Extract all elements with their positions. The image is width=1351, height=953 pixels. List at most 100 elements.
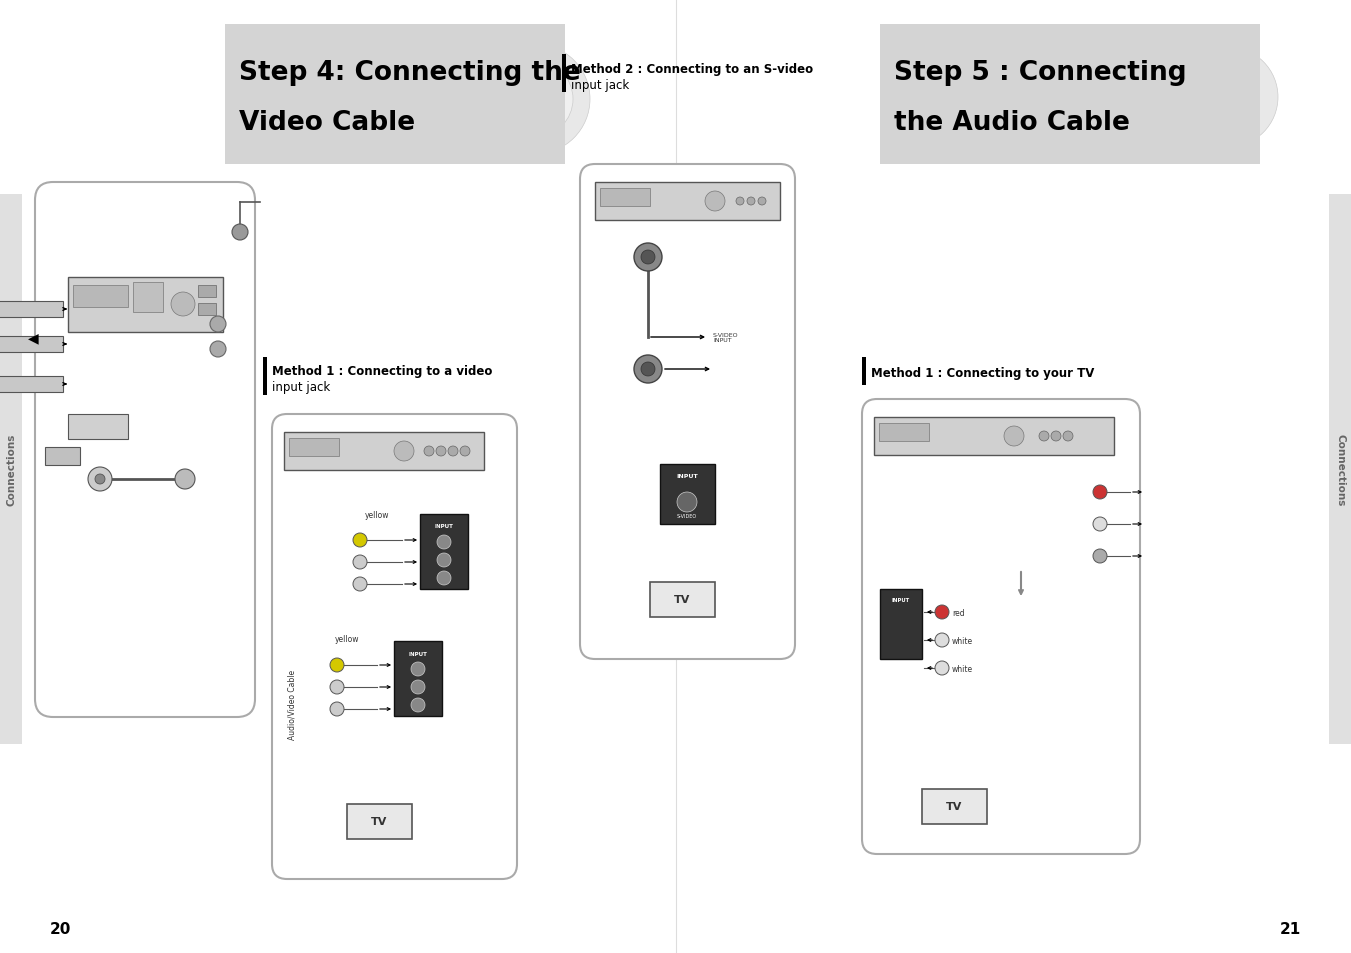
Bar (199, 304, 216, 315)
Bar (650, 582, 715, 618)
Circle shape (935, 605, 948, 619)
Circle shape (1198, 68, 1258, 128)
Bar (132, 283, 163, 313)
Circle shape (209, 341, 226, 357)
Text: Method 2 : Connecting to an S-video: Method 2 : Connecting to an S-video (571, 63, 813, 75)
Bar (661, 464, 715, 524)
FancyBboxPatch shape (862, 399, 1140, 854)
Circle shape (634, 244, 662, 272)
Circle shape (330, 680, 345, 695)
Circle shape (1178, 48, 1278, 148)
Circle shape (747, 198, 755, 206)
Bar (263, 357, 267, 395)
Circle shape (411, 699, 426, 712)
Circle shape (640, 251, 655, 265)
Circle shape (520, 85, 550, 115)
Text: white: white (952, 664, 973, 673)
Text: ◀: ◀ (27, 331, 38, 345)
Circle shape (330, 659, 345, 672)
FancyBboxPatch shape (35, 183, 255, 718)
Bar (880, 25, 1240, 165)
Circle shape (232, 225, 249, 241)
Text: Connections: Connections (5, 434, 16, 506)
Bar (394, 641, 442, 717)
Circle shape (634, 355, 662, 384)
Circle shape (353, 534, 367, 547)
Text: Connections: Connections (1335, 434, 1346, 506)
Text: Step 5 : Connecting: Step 5 : Connecting (894, 60, 1186, 86)
Text: INPUT: INPUT (408, 651, 427, 656)
Circle shape (935, 661, 948, 676)
Bar (862, 357, 866, 386)
Circle shape (1051, 432, 1061, 441)
Circle shape (677, 493, 697, 513)
Bar (880, 589, 921, 659)
Text: Step 4: Connecting the: Step 4: Connecting the (239, 60, 581, 86)
Circle shape (1093, 517, 1106, 532)
Circle shape (449, 447, 458, 456)
Circle shape (640, 363, 655, 376)
Bar (289, 438, 339, 456)
Bar (600, 189, 650, 207)
Circle shape (935, 634, 948, 647)
Text: input jack: input jack (272, 381, 330, 395)
Text: input jack: input jack (571, 78, 630, 91)
Circle shape (1093, 485, 1106, 499)
Text: 21: 21 (1279, 922, 1301, 937)
Text: S-VIDEO: S-VIDEO (677, 514, 697, 519)
Circle shape (1216, 86, 1240, 110)
Text: Audio/Video Cable: Audio/Video Cable (288, 669, 296, 740)
Bar (594, 183, 780, 221)
Bar (199, 286, 216, 297)
Bar (0, 194, 22, 744)
Circle shape (1039, 432, 1048, 441)
Bar (880, 25, 1260, 165)
Circle shape (705, 192, 725, 212)
Bar (1329, 194, 1351, 744)
Circle shape (480, 45, 590, 154)
Text: white: white (952, 636, 973, 645)
Circle shape (436, 447, 446, 456)
Bar (874, 417, 1115, 456)
Text: red: red (952, 608, 965, 617)
Bar (0, 336, 63, 353)
Bar (0, 302, 63, 317)
Circle shape (459, 447, 470, 456)
Bar (880, 423, 929, 441)
Circle shape (436, 572, 451, 585)
Circle shape (411, 662, 426, 677)
Bar (562, 55, 566, 92)
Text: Method 1 : Connecting to a video: Method 1 : Connecting to a video (272, 365, 492, 378)
Text: yellow: yellow (335, 635, 359, 644)
Circle shape (758, 198, 766, 206)
Text: INPUT: INPUT (435, 524, 454, 529)
Bar (226, 25, 565, 165)
Bar (347, 804, 412, 840)
Bar (921, 789, 988, 824)
Circle shape (394, 441, 413, 461)
Text: yellow: yellow (365, 510, 389, 519)
Circle shape (1004, 427, 1024, 447)
Bar (0, 376, 63, 393)
Circle shape (1063, 432, 1073, 441)
Circle shape (172, 293, 195, 316)
Circle shape (176, 470, 195, 490)
Text: TV: TV (674, 595, 690, 604)
FancyBboxPatch shape (580, 165, 794, 659)
Text: Video Cable: Video Cable (239, 110, 415, 136)
Bar (73, 286, 128, 308)
Text: 20: 20 (50, 922, 72, 937)
Text: INPUT: INPUT (677, 474, 698, 479)
Text: TV: TV (946, 801, 962, 811)
Text: TV: TV (370, 816, 388, 826)
Text: Method 1 : Connecting to your TV: Method 1 : Connecting to your TV (871, 367, 1094, 380)
Bar (226, 25, 544, 165)
Circle shape (353, 556, 367, 569)
Circle shape (411, 680, 426, 695)
Bar (420, 515, 467, 589)
Circle shape (330, 702, 345, 717)
Text: S-VIDEO
INPUT: S-VIDEO INPUT (713, 333, 739, 343)
Bar (45, 448, 80, 465)
Text: the Audio Cable: the Audio Cable (894, 110, 1129, 136)
Circle shape (88, 468, 112, 492)
